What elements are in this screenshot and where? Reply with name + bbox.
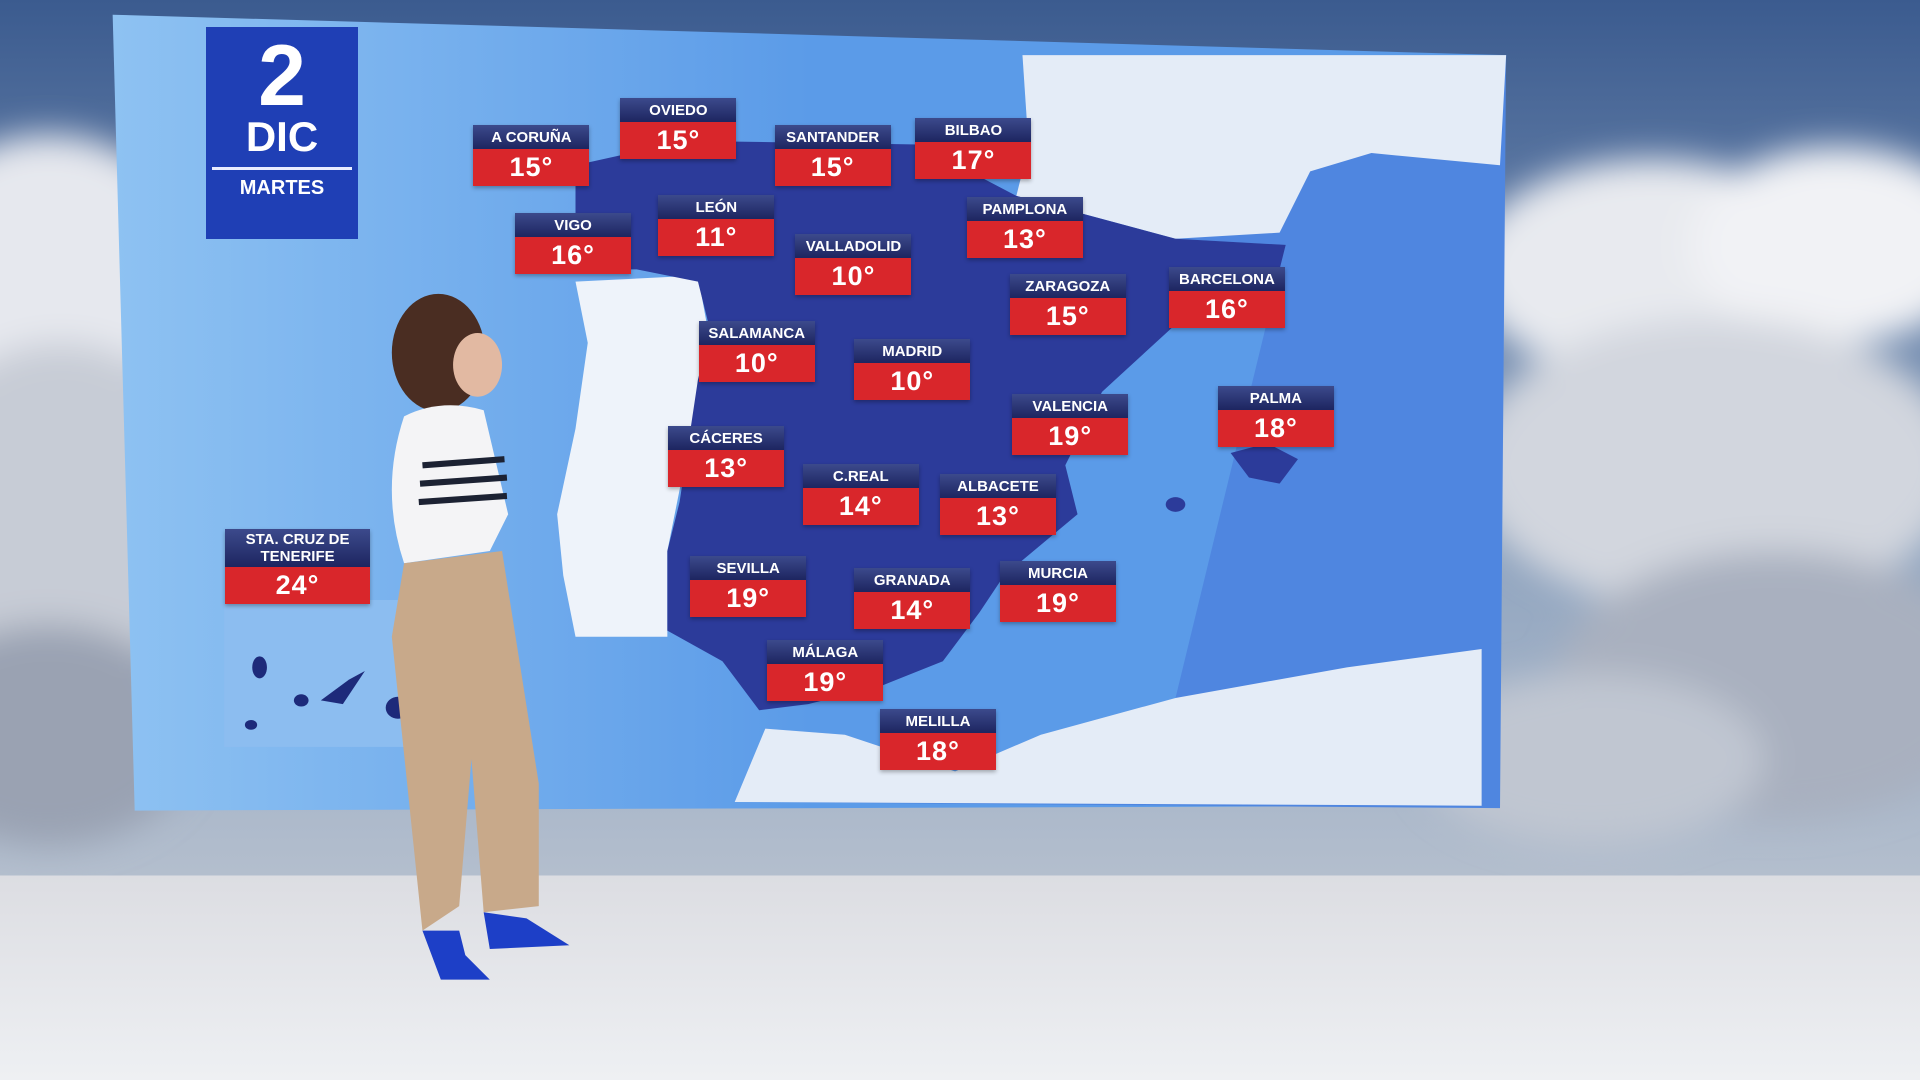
city-name: VIGO bbox=[515, 213, 632, 238]
city-label: A CORUÑA 15° bbox=[473, 124, 590, 186]
city-label: SALAMANCA 10° bbox=[698, 320, 815, 382]
city-name: C.REAL bbox=[802, 464, 919, 489]
city-temperature: 14° bbox=[854, 592, 971, 630]
date-weekday: MARTES bbox=[212, 167, 352, 206]
portugal bbox=[557, 275, 711, 637]
city-temperature: 18° bbox=[879, 732, 996, 770]
city-name: A CORUÑA bbox=[473, 124, 590, 149]
city-temperature: 15° bbox=[1009, 298, 1126, 336]
city-name: MADRID bbox=[854, 339, 971, 364]
city-name: PAMPLONA bbox=[966, 197, 1083, 222]
city-name: SEVILLA bbox=[690, 555, 807, 580]
city-temperature: 13° bbox=[939, 497, 1056, 535]
ibiza bbox=[1165, 497, 1186, 512]
city-label: BARCELONA 16° bbox=[1168, 266, 1285, 328]
city-temperature: 13° bbox=[966, 221, 1083, 259]
city-label: VIGO 16° bbox=[515, 213, 632, 275]
city-label: SANTANDER 15° bbox=[774, 124, 891, 186]
date-box: 2 DIC MARTES bbox=[206, 27, 358, 239]
city-temperature: 10° bbox=[698, 344, 815, 382]
city-label: MELILLA 18° bbox=[879, 708, 996, 770]
floor bbox=[0, 875, 1920, 1080]
presenter bbox=[391, 293, 570, 980]
city-label: GRANADA 14° bbox=[854, 568, 971, 630]
city-temperature: 14° bbox=[802, 488, 919, 526]
city-temperature: 11° bbox=[658, 218, 775, 256]
city-name: SALAMANCA bbox=[698, 320, 815, 345]
city-temperature: 15° bbox=[774, 148, 891, 186]
city-label: ALBACETE 13° bbox=[939, 473, 1056, 535]
city-temperature: 13° bbox=[668, 450, 785, 488]
city-label: PAMPLONA 13° bbox=[966, 197, 1083, 259]
city-label: MADRID 10° bbox=[854, 339, 971, 401]
city-label: PALMA 18° bbox=[1217, 385, 1334, 447]
sea bbox=[734, 55, 1507, 809]
city-temperature: 10° bbox=[854, 363, 971, 401]
city-name: ALBACETE bbox=[939, 473, 1056, 498]
city-temperature: 19° bbox=[999, 584, 1116, 622]
date-day: 2 bbox=[258, 28, 306, 124]
city-temperature: 16° bbox=[515, 237, 632, 275]
city-temperature: 16° bbox=[1168, 290, 1285, 328]
date-month: DIC bbox=[245, 113, 319, 160]
city-label: SEVILLA 19° bbox=[690, 555, 807, 617]
city-name: OVIEDO bbox=[620, 97, 737, 122]
city-name: VALENCIA bbox=[1012, 394, 1129, 419]
mallorca bbox=[1230, 443, 1298, 484]
city-label: STA. CRUZ DE TENERIFE 24° bbox=[225, 528, 371, 604]
city-temperature: 19° bbox=[767, 664, 884, 702]
city-name: ZARAGOZA bbox=[1009, 274, 1126, 299]
city-temperature: 18° bbox=[1217, 409, 1334, 447]
city-label: C.REAL 14° bbox=[802, 464, 919, 526]
city-temperature: 15° bbox=[620, 121, 737, 159]
city-name: STA. CRUZ DE TENERIFE bbox=[225, 528, 371, 567]
city-label: VALENCIA 19° bbox=[1012, 394, 1129, 456]
city-name: CÁCERES bbox=[668, 426, 785, 451]
city-label: OVIEDO 15° bbox=[620, 97, 737, 159]
city-name: BILBAO bbox=[915, 117, 1032, 142]
city-name: MELILLA bbox=[879, 708, 996, 733]
city-label: VALLADOLID 10° bbox=[795, 233, 912, 295]
city-name: MURCIA bbox=[999, 560, 1116, 585]
city-name: PALMA bbox=[1217, 385, 1334, 410]
city-temperature: 19° bbox=[690, 579, 807, 617]
city-temperature: 15° bbox=[473, 148, 590, 186]
city-name: MÁLAGA bbox=[767, 640, 884, 665]
city-temperature: 10° bbox=[795, 257, 912, 295]
city-label: MÁLAGA 19° bbox=[767, 640, 884, 702]
city-name: BARCELONA bbox=[1168, 266, 1285, 291]
city-label: LEÓN 11° bbox=[658, 194, 775, 256]
city-name: GRANADA bbox=[854, 568, 971, 593]
city-name: SANTANDER bbox=[774, 124, 891, 149]
city-temperature: 17° bbox=[915, 141, 1032, 179]
france bbox=[1016, 55, 1507, 239]
city-label: BILBAO 17° bbox=[915, 117, 1032, 179]
city-label: ZARAGOZA 15° bbox=[1009, 274, 1126, 336]
city-name: LEÓN bbox=[658, 194, 775, 219]
city-temperature: 19° bbox=[1012, 418, 1129, 456]
city-label: MURCIA 19° bbox=[999, 560, 1116, 622]
city-temperature: 24° bbox=[225, 566, 371, 604]
city-label: CÁCERES 13° bbox=[668, 426, 785, 488]
city-name: VALLADOLID bbox=[795, 233, 912, 258]
